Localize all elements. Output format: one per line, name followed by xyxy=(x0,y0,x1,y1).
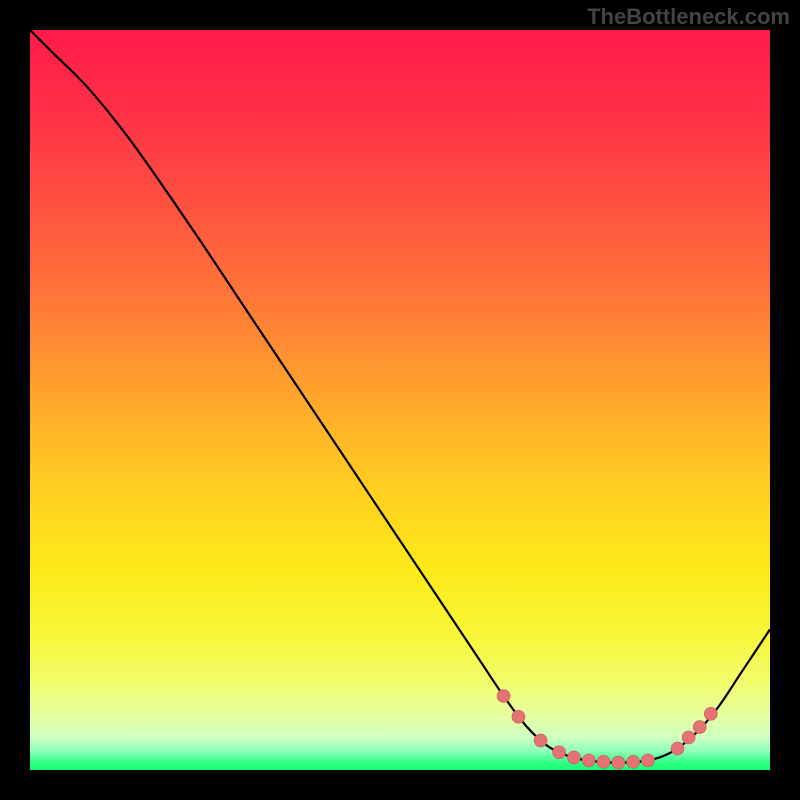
marker-dot xyxy=(627,755,640,768)
bottleneck-chart xyxy=(0,0,800,800)
marker-dot xyxy=(671,742,684,755)
marker-dot xyxy=(512,710,525,723)
marker-dot xyxy=(682,731,695,744)
marker-dot xyxy=(582,754,595,767)
marker-dot xyxy=(534,734,547,747)
watermark-text: TheBottleneck.com xyxy=(587,4,790,30)
marker-dot xyxy=(612,756,625,769)
marker-dot xyxy=(597,755,610,768)
chart-container: TheBottleneck.com xyxy=(0,0,800,800)
marker-dot xyxy=(567,751,580,764)
marker-dot xyxy=(641,754,654,767)
marker-dot xyxy=(497,690,510,703)
gradient-background xyxy=(30,30,770,770)
marker-dot xyxy=(553,746,566,759)
marker-dot xyxy=(704,707,717,720)
marker-dot xyxy=(693,721,706,734)
